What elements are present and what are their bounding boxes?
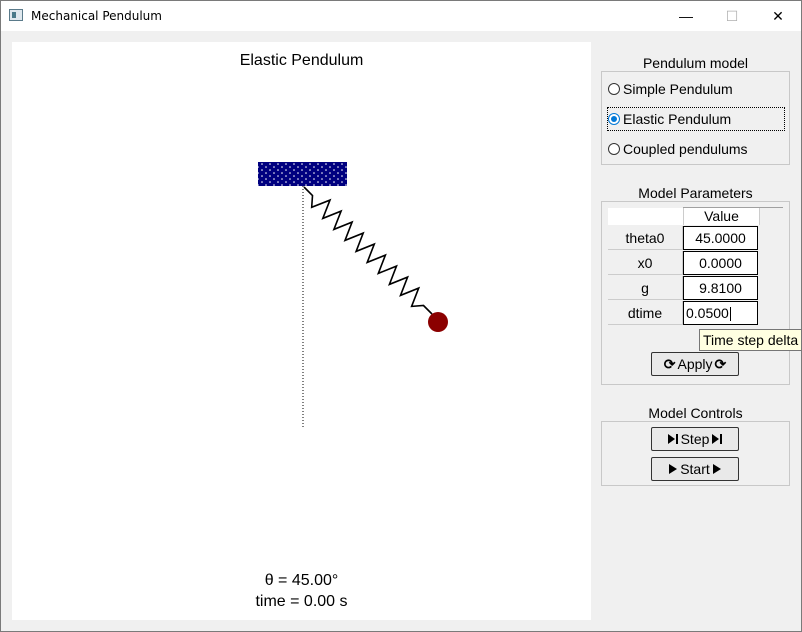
spring	[303, 186, 433, 315]
cell-x0-value[interactable]: 0.0000	[683, 251, 758, 275]
model-parameters-title: Model Parameters	[638, 185, 753, 201]
radio-label: Coupled pendulums	[623, 141, 748, 157]
radio-elastic-pendulum[interactable]: Elastic Pendulum	[607, 107, 785, 131]
table-top-border	[683, 207, 783, 208]
radio-simple-pendulum[interactable]: Simple Pendulum	[608, 77, 733, 101]
radio-label: Elastic Pendulum	[623, 111, 732, 127]
row-header-g[interactable]: g	[608, 276, 683, 300]
text-caret	[729, 307, 731, 322]
cell-g-value[interactable]: 9.8100	[683, 276, 758, 300]
close-button[interactable]: ✕	[772, 8, 784, 24]
column-header-value[interactable]: Value	[683, 208, 760, 225]
start-button[interactable]: Start	[651, 457, 739, 481]
minimize-button[interactable]: —	[679, 8, 693, 24]
play-icon	[712, 464, 721, 474]
table-corner	[608, 208, 683, 225]
pendulum-bob	[428, 312, 448, 332]
radio-coupled-pendulums[interactable]: Coupled pendulums	[608, 137, 748, 161]
window-title: Mechanical Pendulum	[31, 9, 162, 23]
start-label: Start	[680, 461, 710, 477]
row-header-x0[interactable]: x0	[608, 251, 683, 275]
model-parameters-group	[601, 201, 790, 385]
row-header-dtime[interactable]: dtime	[608, 301, 683, 325]
apply-button[interactable]: ⟳ Apply ⟳	[651, 352, 739, 376]
pendulum-support	[258, 162, 347, 186]
theta-readout: θ = 45.00°	[264, 572, 339, 589]
pendulum-canvas: Elastic Pendulum θ = 45.00° time = 0.00 …	[12, 42, 591, 620]
title-bar[interactable]: Mechanical Pendulum — ☐ ✕	[1, 1, 801, 31]
pendulum-drawing	[258, 162, 448, 427]
pendulum-model-group	[601, 71, 790, 165]
radio-label: Simple Pendulum	[623, 81, 733, 97]
tooltip: Time step delta	[699, 329, 802, 351]
model-controls-title: Model Controls	[648, 405, 743, 421]
radio-circle[interactable]	[608, 83, 620, 95]
radio-circle[interactable]	[608, 143, 620, 155]
model-controls-group	[601, 421, 790, 486]
cell-dtime-editor[interactable]: 0.0500	[683, 301, 758, 325]
app-icon	[9, 9, 23, 21]
cell-dtime-value: 0.0500	[686, 305, 729, 321]
apply-label: Apply	[677, 356, 713, 372]
step-label: Step	[680, 431, 710, 447]
time-readout: time = 0.00 s	[255, 593, 348, 610]
canvas-title: Elastic Pendulum	[239, 52, 364, 69]
refresh-icon: ⟳	[663, 355, 676, 372]
maximize-button[interactable]: ☐	[725, 8, 739, 24]
radio-circle-checked[interactable]	[608, 113, 620, 125]
pendulum-model-title: Pendulum model	[642, 55, 749, 71]
refresh-icon: ⟳	[714, 355, 727, 372]
cell-theta0-value[interactable]: 45.0000	[683, 226, 758, 250]
step-forward-icon	[712, 434, 723, 444]
play-icon	[669, 464, 678, 474]
step-button[interactable]: Step	[651, 427, 739, 451]
step-forward-icon	[667, 434, 678, 444]
row-header-theta0[interactable]: theta0	[608, 226, 683, 250]
